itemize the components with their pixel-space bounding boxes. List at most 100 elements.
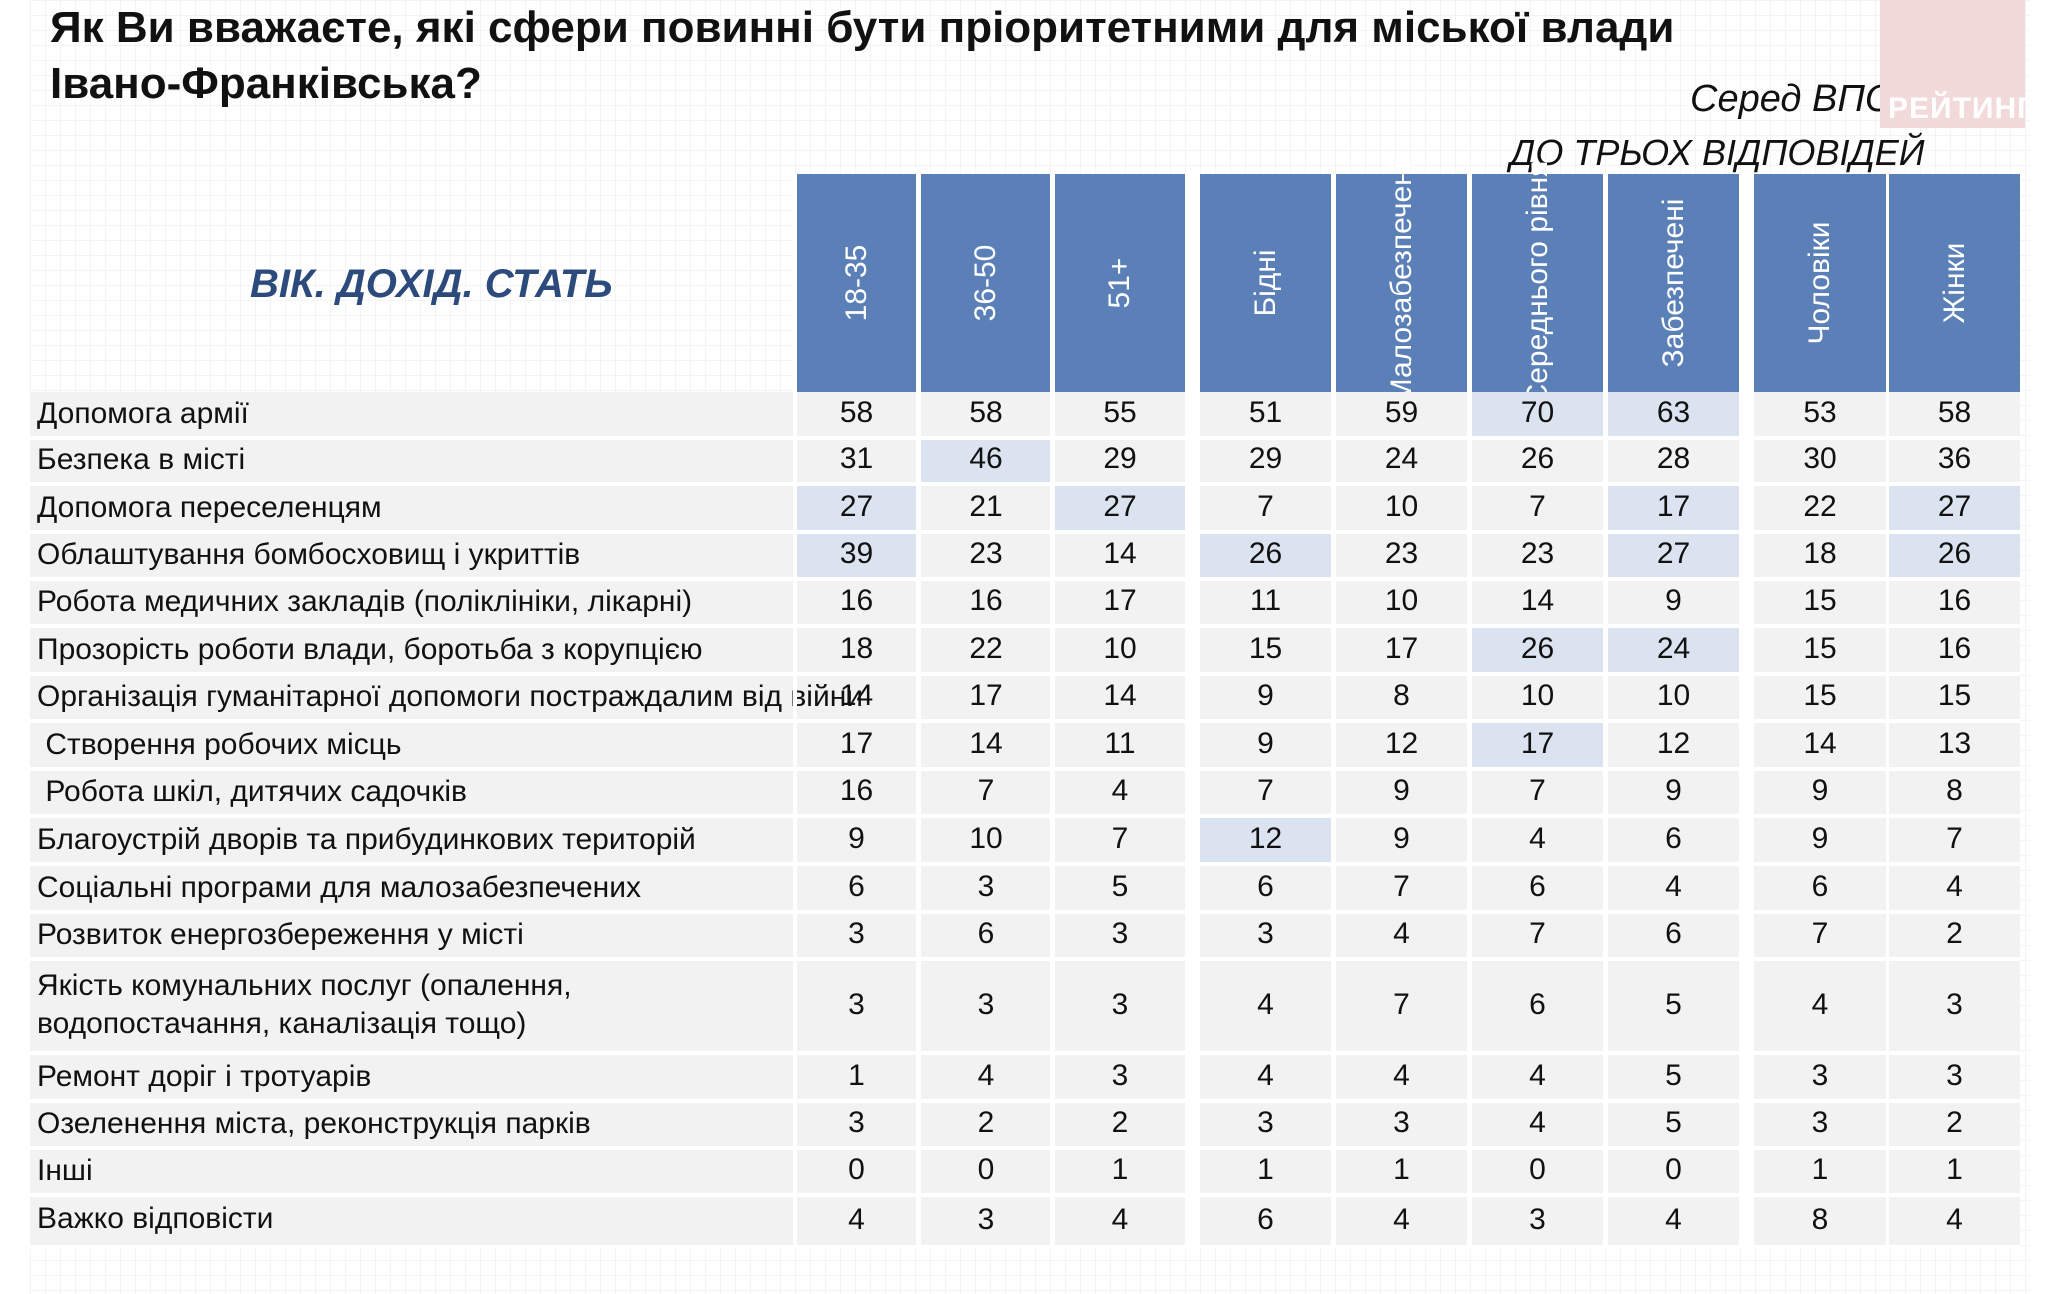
table-cell: 59 <box>1384 396 1419 429</box>
table-cell: 4 <box>977 1059 995 1092</box>
table-cell: 4 <box>1111 774 1129 807</box>
table-cell: 4 <box>1257 1059 1274 1092</box>
highlighted-cell <box>1608 628 1739 672</box>
row-label: Облаштування бомбосховищ і укриттів <box>37 538 581 571</box>
table-cell: 1 <box>848 1059 865 1092</box>
table-cell: 0 <box>848 1153 865 1186</box>
table-cell: 9 <box>1393 774 1410 807</box>
table-cell: 1 <box>1257 1153 1274 1186</box>
table-cell: 12 <box>1656 727 1691 760</box>
row-separator <box>30 1146 2020 1150</box>
table-cell: 4 <box>1257 988 1274 1021</box>
table-cell: 27 <box>1937 490 1972 523</box>
table-cell: 3 <box>1946 1059 1963 1092</box>
table-cell: 3 <box>1111 917 1129 950</box>
row-label: Соціальні програми для малозабезпечених <box>37 871 641 904</box>
table-cell: 4 <box>1665 1203 1682 1236</box>
table-row <box>30 866 2020 910</box>
column-header: Бідні <box>1200 174 1331 392</box>
table-cell: 17 <box>839 727 874 760</box>
table-cell: 4 <box>1665 870 1682 903</box>
table-cell: 9 <box>1257 727 1274 760</box>
table-cell: 36 <box>1937 442 1972 475</box>
row-separator <box>30 910 2020 914</box>
table-cell: 18 <box>839 632 874 665</box>
table-cell: 26 <box>1937 537 1972 570</box>
table-cell: 2 <box>977 1106 995 1139</box>
table-row <box>30 770 2020 814</box>
table-cell: 3 <box>1529 1203 1546 1236</box>
table-row <box>30 1055 2020 1099</box>
table-cell: 0 <box>1665 1153 1682 1186</box>
table-row <box>30 818 2020 862</box>
column-header: Забезпечені <box>1608 174 1739 392</box>
column-header-label: Малозабезпечені <box>1384 162 1418 404</box>
table-cell: 58 <box>1937 396 1972 429</box>
column-separator <box>1185 174 1200 1246</box>
table-cell: 7 <box>1111 822 1129 855</box>
table-cell: 3 <box>1257 917 1274 950</box>
table-cell: 16 <box>839 774 874 807</box>
section-label: ВІК. ДОХІД. СТАТЬ <box>250 262 613 306</box>
table-cell: 29 <box>1248 442 1283 475</box>
column-separator <box>1467 174 1472 1246</box>
table-cell: 6 <box>1665 917 1682 950</box>
table-cell: 28 <box>1656 442 1691 475</box>
table-cell: 4 <box>1393 1203 1410 1236</box>
highlighted-cell <box>797 533 916 577</box>
column-separator <box>1050 174 1055 1246</box>
table-cell: 39 <box>839 537 874 570</box>
table-cell: 7 <box>1529 917 1546 950</box>
table-cell: 3 <box>1811 1106 1829 1139</box>
table-cell: 4 <box>1393 1059 1410 1092</box>
table-cell: 4 <box>1946 1203 1963 1236</box>
table-cell: 10 <box>969 822 1003 855</box>
table-cell: 27 <box>839 490 874 523</box>
table-cell: 18 <box>1803 537 1837 570</box>
row-label: Ремонт доріг і тротуарів <box>37 1060 372 1093</box>
table-cell: 6 <box>1529 870 1546 903</box>
highlighted-cell <box>1889 533 2020 577</box>
row-label: Організація гуманітарної допомоги постра… <box>37 680 864 713</box>
table-cell: 58 <box>839 396 874 429</box>
table-cell: 17 <box>1656 490 1691 523</box>
table-cell: 0 <box>1529 1153 1546 1186</box>
table-cell: 23 <box>1520 537 1555 570</box>
table-cell: 7 <box>1529 774 1546 807</box>
row-label: Важко відповісти <box>37 1202 274 1235</box>
table-cell: 15 <box>1248 632 1283 665</box>
highlighted-cell <box>921 438 1051 482</box>
rating-logo: РЕЙТИНГ <box>1880 0 2034 128</box>
table-cell: 2 <box>1946 917 1963 950</box>
table-cell: 1 <box>1946 1153 1963 1186</box>
table-cell: 30 <box>1803 442 1837 475</box>
table-cell: 15 <box>1803 632 1837 665</box>
subset-label: Серед ВПО <box>1690 78 1895 120</box>
column-header-label: 18-35 <box>839 244 873 322</box>
table-cell: 3 <box>1946 988 1963 1021</box>
table-cell: 17 <box>969 679 1003 712</box>
table-cell: 23 <box>969 537 1003 570</box>
table-cell: 9 <box>1811 774 1829 807</box>
table-cell: 15 <box>1937 679 1972 712</box>
highlighted-cell <box>1472 723 1603 767</box>
column-header-label: Жінки <box>1937 242 1971 324</box>
table-cell: 3 <box>848 1106 865 1139</box>
table-cell: 9 <box>1393 822 1410 855</box>
table-cell: 10 <box>1656 679 1691 712</box>
row-label: Благоустрій дворів та прибудинкових тери… <box>37 823 696 856</box>
page-title: Як Ви вважаєте, які сфери повинні бути п… <box>50 3 1675 108</box>
column-header: 36-50 <box>921 174 1051 392</box>
table-row <box>30 961 2020 1051</box>
table-cell: 12 <box>1248 822 1283 855</box>
row-label: Якість комунальних послуг (опалення, вод… <box>37 969 572 1040</box>
table-cell: 26 <box>1520 632 1555 665</box>
row-separator <box>30 530 2020 534</box>
table-cell: 12 <box>1384 727 1419 760</box>
row-label: Безпека в місті <box>37 443 246 476</box>
table-cell: 16 <box>1937 584 1972 617</box>
table-cell: 3 <box>848 917 865 950</box>
table-cell: 13 <box>1937 727 1972 760</box>
highlighted-cell <box>1608 392 1739 436</box>
table-cell: 6 <box>977 917 995 950</box>
